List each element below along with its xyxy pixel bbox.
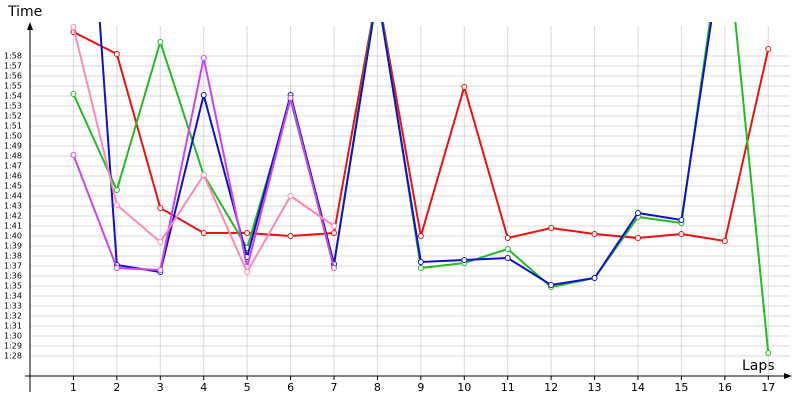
y-tick-label: 1:33 [4, 302, 22, 311]
point-marker [765, 350, 772, 356]
y-tick-label: 1:32 [4, 312, 22, 321]
point-marker [200, 230, 207, 236]
x-tick-label: 13 [588, 381, 602, 394]
point-marker [157, 267, 164, 273]
point-marker [200, 172, 207, 178]
y-tick-label: 1:34 [4, 292, 22, 301]
y-tick-label: 1:46 [4, 172, 22, 181]
x-axis-label: Laps [742, 358, 775, 374]
y-tick-label: 1:52 [4, 112, 22, 121]
y-tick-label: 1:54 [4, 92, 22, 101]
point-marker [504, 246, 511, 252]
y-tick-label: 1:38 [4, 252, 22, 261]
point-marker [591, 231, 598, 237]
point-marker [548, 225, 555, 231]
point-marker [287, 233, 294, 239]
x-tick-label: 8 [374, 381, 381, 394]
point-marker [548, 282, 555, 288]
x-tick-label: 10 [457, 381, 471, 394]
y-tick-label: 1:50 [4, 132, 22, 141]
y-tick-label: 1:53 [4, 102, 22, 111]
point-marker [461, 257, 468, 263]
y-tick-label: 1:31 [4, 322, 22, 331]
point-marker [635, 210, 641, 216]
point-marker [244, 230, 251, 236]
y-tick-label: 1:44 [4, 192, 22, 201]
point-marker [244, 269, 251, 275]
point-marker [70, 24, 77, 30]
point-marker [417, 259, 424, 265]
x-tick-label: 7 [331, 381, 338, 394]
y-tick-label: 1:36 [4, 272, 22, 281]
x-tick-label: 9 [417, 381, 424, 394]
point-marker [504, 255, 511, 261]
point-marker [331, 230, 337, 236]
y-tick-label: 1:45 [4, 182, 22, 191]
point-marker [200, 55, 207, 61]
y-tick-label: 1:43 [4, 202, 22, 211]
x-tick-label: 15 [674, 381, 688, 394]
x-tick-label: 3 [157, 381, 164, 394]
point-marker [678, 217, 685, 223]
point-marker [113, 265, 120, 271]
point-marker [287, 193, 294, 199]
y-tick-label: 1:57 [4, 62, 22, 71]
point-marker [70, 152, 77, 158]
x-tick-label: 5 [244, 381, 251, 394]
point-marker [70, 91, 77, 97]
y-tick-label: 1:30 [4, 332, 22, 341]
point-marker [417, 233, 424, 239]
y-tick-label: 1:39 [4, 242, 22, 251]
point-marker [635, 235, 641, 241]
y-tick-label: 1:42 [4, 212, 22, 221]
y-tick-label: 1:56 [4, 72, 22, 81]
series-line [98, 22, 713, 287]
point-marker [157, 239, 164, 245]
x-tick-label: 2 [113, 381, 120, 394]
y-axis-label: Time [7, 4, 42, 20]
point-marker [765, 46, 772, 52]
x-tick-label: 14 [631, 381, 645, 394]
point-marker [721, 238, 728, 244]
y-axis-arrow [27, 22, 33, 30]
y-tick-label: 1:37 [4, 262, 22, 271]
point-marker [113, 187, 120, 193]
y-tick-label: 1:58 [4, 52, 22, 61]
point-marker [461, 84, 468, 90]
x-tick-label: 17 [761, 381, 775, 394]
x-tick-label: 1 [70, 381, 77, 394]
y-tick-label: 1:47 [4, 162, 22, 171]
point-marker [113, 51, 120, 57]
point-marker [591, 275, 598, 281]
x-tick-label: 6 [287, 381, 294, 394]
y-tick-label: 1:40 [4, 232, 22, 241]
point-marker [113, 202, 120, 208]
x-tick-label: 12 [544, 381, 558, 394]
x-tick-label: 16 [718, 381, 732, 394]
point-marker [157, 39, 164, 45]
point-marker [678, 231, 685, 237]
point-marker [200, 92, 207, 98]
point-marker [331, 265, 337, 271]
y-tick-label: 1:28 [4, 352, 22, 361]
point-marker [417, 265, 424, 271]
x-axis-arrow [784, 373, 792, 379]
point-marker [504, 235, 511, 241]
point-marker [157, 205, 164, 211]
y-tick-label: 1:35 [4, 282, 22, 291]
point-marker [331, 223, 337, 229]
y-tick-label: 1:48 [4, 152, 22, 161]
point-marker [287, 95, 294, 101]
x-tick-label: 11 [501, 381, 515, 394]
y-tick-label: 1:51 [4, 122, 22, 131]
y-tick-label: 1:41 [4, 222, 22, 231]
plot-area [70, 22, 772, 356]
y-tick-label: 1:29 [4, 342, 22, 351]
y-tick-label: 1:55 [4, 82, 22, 91]
x-tick-label: 4 [200, 381, 207, 394]
y-tick-label: 1:49 [4, 142, 22, 151]
